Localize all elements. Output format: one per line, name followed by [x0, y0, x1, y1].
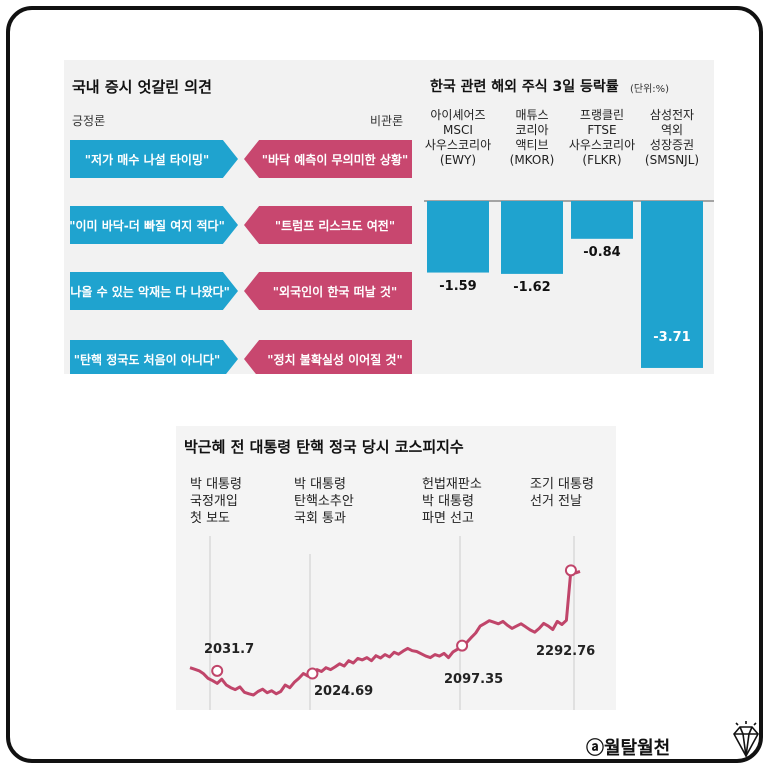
bar-1: [427, 201, 489, 273]
bar-3: [571, 201, 633, 239]
bar-category-2: 매튜스 코리아 액티브 (MKOR): [509, 108, 555, 167]
kospi-line: [189, 568, 581, 697]
bar-chart: [424, 200, 714, 368]
diamond-icon: [733, 721, 759, 758]
annotation-2292-76: 2292.76: [536, 644, 596, 659]
event-label-3: 헌법재판소 박 대통령 파면 선고: [422, 477, 482, 526]
line-chart: [189, 536, 581, 710]
marker-point-2: [306, 667, 319, 680]
bar-value-label-4: -3.71: [653, 329, 691, 345]
bar-4: [641, 201, 703, 368]
brand-watermark: ⓐ월탈월천: [586, 738, 671, 759]
annotation-2097-35: 2097.35: [444, 672, 504, 687]
bar-value-label-1: -1.59: [439, 278, 477, 294]
opinions-title: 국내 증시 엇갈린 의견: [72, 78, 212, 96]
annotation-2031-7: 2031.7: [204, 642, 255, 657]
negative-opinion-3: "외국인이 한국 떠날 것": [244, 272, 412, 310]
line-chart-title: 박근혜 전 대통령 탄핵 정국 당시 코스피지수: [184, 438, 464, 456]
negative-label: 비관론: [370, 114, 404, 128]
negative-opinion-4: "정치 불확실성 이어질 것": [244, 340, 412, 374]
positive-opinion-1: "저가 매수 나설 타이밍": [70, 140, 238, 178]
marker-point-1: [211, 664, 224, 677]
bar-category-3: 프랭클린 FTSE 사우스코리아 (FLKR): [568, 108, 636, 167]
bar-category-1: 아이셰어즈 MSCI 사우스코리아 (EWY): [424, 108, 492, 167]
negative-opinion-2: "트럼프 리스크도 여전": [244, 206, 412, 244]
bar-chart-title: 한국 관련 해외 주식 3일 등락률: [430, 79, 619, 95]
bar-chart-unit: (단위:%): [630, 84, 670, 95]
event-label-4: 조기 대통령 선거 전날: [530, 477, 594, 509]
marker-point-4: [564, 564, 577, 577]
annotation-2024-69: 2024.69: [314, 684, 374, 699]
bar-value-label-2: -1.62: [513, 279, 551, 295]
positive-opinion-3: "나올 수 있는 악재는 다 나왔다": [70, 272, 238, 310]
event-label-2: 박 대통령 탄핵소추안 국회 통과: [294, 477, 354, 526]
marker-point-3: [456, 639, 469, 652]
event-label-1: 박 대통령 국정개입 첫 보도: [190, 477, 242, 526]
bar-category-4: 삼성전자 역외 성장증권 (SMSNJL): [644, 108, 700, 167]
positive-opinion-4: "탄핵 정국도 처음이 아니다": [70, 340, 238, 374]
positive-opinion-2: "이미 바닥-더 빠질 여지 적다": [70, 206, 238, 244]
bar-2: [501, 201, 563, 274]
negative-opinion-1: "바닥 예측이 무의미한 상황": [244, 140, 412, 178]
bar-value-label-3: -0.84: [583, 244, 621, 260]
kospi-line-panel: 박근혜 전 대통령 탄핵 정국 당시 코스피지수 박 대통령 국정개입 첫 보도 박…: [176, 426, 616, 710]
opinions-bar-panel: 국내 증시 엇갈린 의견 긍정론 비관론 "저가 매수 나설 타이밍" "바닥 …: [64, 60, 714, 374]
positive-label: 긍정론: [72, 114, 106, 128]
